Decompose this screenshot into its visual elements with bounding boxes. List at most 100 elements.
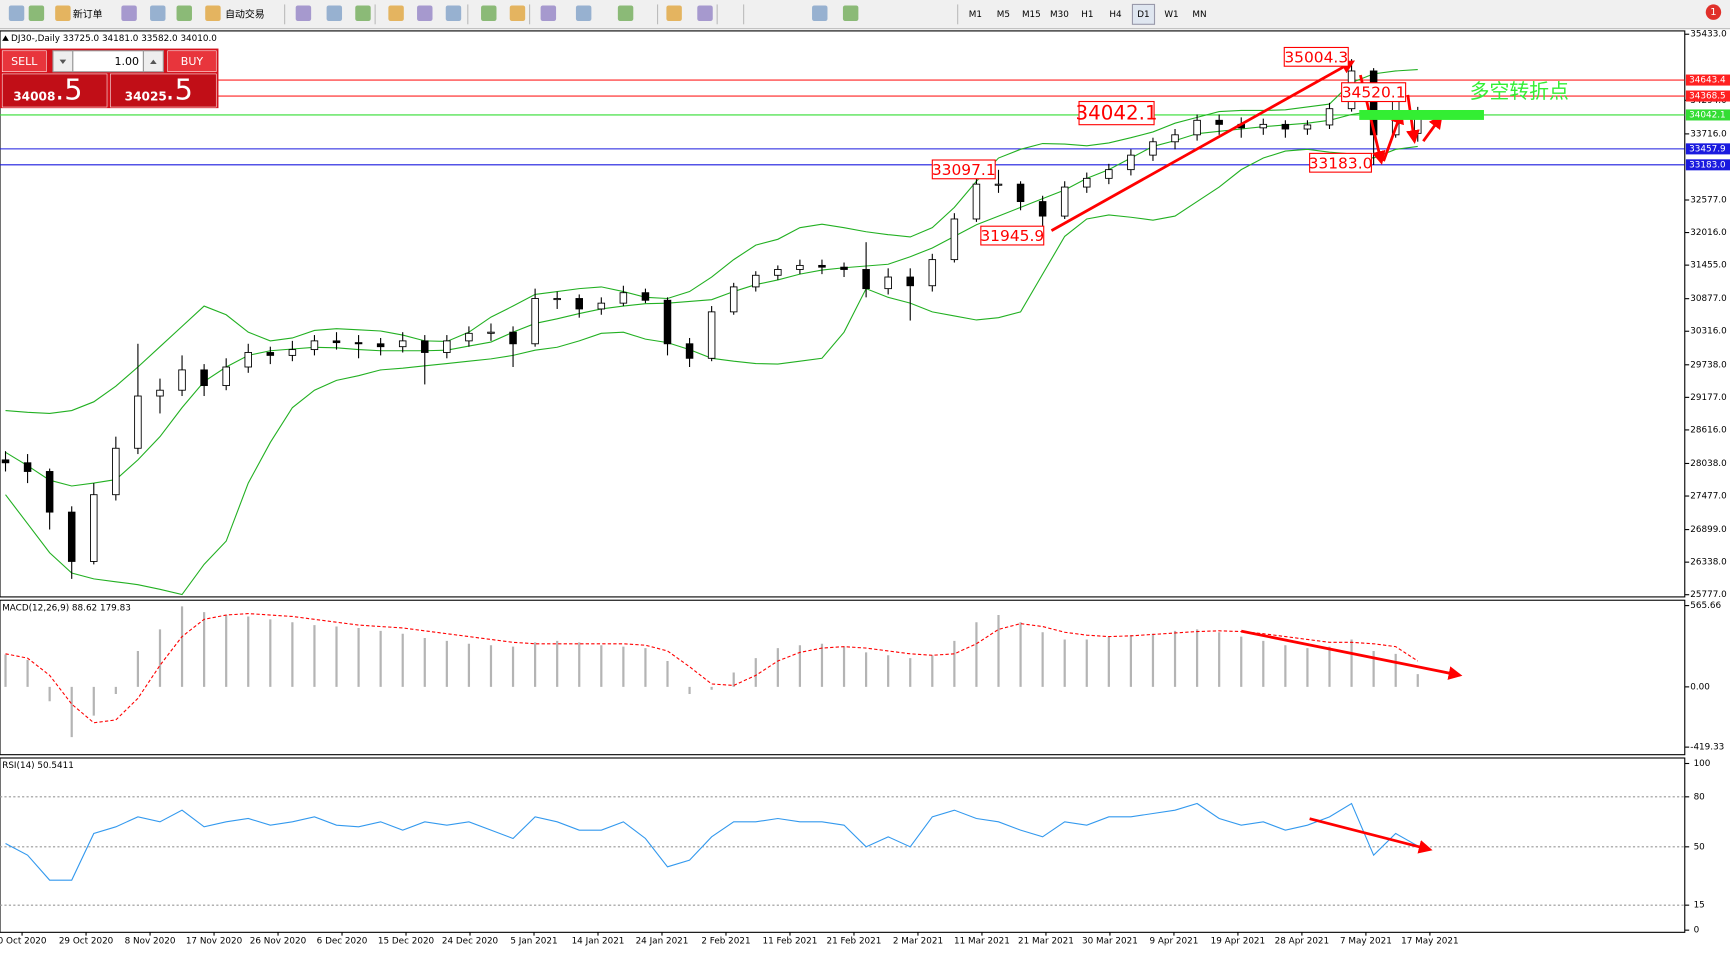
buy-label[interactable]: BUY: [181, 55, 204, 68]
toolbar-icon[interactable]: [388, 5, 404, 21]
macd-panel: [0, 599, 1686, 756]
toolbar-icon[interactable]: [417, 5, 433, 21]
candle-body: [310, 340, 319, 351]
candle-body: [597, 302, 606, 310]
turning-zone: [1359, 109, 1484, 120]
timeframe-active[interactable]: [1131, 3, 1156, 25]
toolbar-icon[interactable]: [55, 5, 71, 21]
x-tick-label: 17 May 2021: [1401, 937, 1458, 947]
rsi-panel: [0, 757, 1686, 933]
x-tick-label: 30 Mar 2021: [1082, 937, 1138, 947]
sell-button[interactable]: [1, 50, 47, 73]
timeframe-button[interactable]: D1: [1137, 10, 1149, 20]
timeframe-button[interactable]: M1: [969, 10, 982, 20]
buy-price-box[interactable]: [110, 73, 217, 108]
candle-body: [685, 343, 694, 359]
y-tick-label: 28038.0: [1690, 459, 1727, 469]
badge-count: 1: [1710, 7, 1716, 18]
timeframe-button[interactable]: M30: [1050, 10, 1069, 20]
toolbar-icon[interactable]: [697, 5, 713, 21]
toolbar-icon[interactable]: [842, 5, 859, 21]
x-tick-label: 0 Oct 2020: [0, 937, 47, 947]
annotation-box: [980, 225, 1045, 246]
x-tick-label: 7 May 2021: [1340, 937, 1392, 947]
toolbar-icon[interactable]: [326, 5, 343, 21]
toolbar-icon[interactable]: [540, 5, 557, 21]
candle-body: [443, 340, 451, 353]
candle-body: [1016, 183, 1025, 203]
rsi-tick-label: 0: [1694, 926, 1700, 936]
candle-body: [90, 494, 98, 562]
x-tick-label: 2 Feb 2021: [701, 937, 750, 947]
toolbar-icon[interactable]: [666, 5, 682, 21]
y-tick-label: 30877.0: [1690, 294, 1727, 304]
annotation-label: 33183.0: [1309, 154, 1373, 172]
buy-price: 34025: [125, 90, 167, 104]
toolbar-icon[interactable]: [812, 5, 828, 21]
candle-body: [884, 276, 892, 290]
candle-body: [67, 511, 76, 562]
candle-body: [1060, 186, 1069, 217]
y-tick-label: 26338.0: [1690, 558, 1727, 568]
notification-badge[interactable]: [1705, 4, 1722, 20]
buy-button[interactable]: [167, 50, 217, 73]
toolbar-icon[interactable]: [28, 5, 45, 21]
candle-body: [156, 389, 164, 397]
toolbar-icon[interactable]: [617, 5, 634, 21]
y-tick-label: 35433.0: [1690, 30, 1727, 40]
toolbar-button[interactable]: 自动交易: [225, 7, 265, 20]
candle-body: [928, 259, 937, 287]
candle-body: [994, 183, 1003, 186]
toolbar-icon[interactable]: [445, 5, 462, 21]
candle-body: [906, 276, 914, 287]
candle-body: [222, 366, 230, 387]
y-tick-label: 29177.0: [1690, 393, 1727, 403]
y-tick-label: 27477.0: [1690, 492, 1727, 502]
x-tick-label: 21 Feb 2021: [827, 937, 882, 947]
toolbar-icon[interactable]: [150, 5, 166, 21]
y-tick-label: 26899.0: [1690, 525, 1727, 535]
toolbar-icon[interactable]: [205, 5, 221, 21]
toolbar-button[interactable]: 新订单: [73, 7, 103, 20]
toolbar-icons: M1 M5 M15 M30 H1 H4 D1 W1 MN: [8, 3, 1207, 25]
y-tick-label: 25777.0: [1690, 590, 1727, 600]
toolbar-icon[interactable]: [509, 5, 526, 21]
toolbar-icon[interactable]: [295, 5, 312, 21]
rsi-tick-label: 100: [1694, 759, 1711, 769]
trade-panel: SELL 1.00 BUY 34008 .5 34025 .5: [0, 48, 219, 109]
toolbar-icon[interactable]: [355, 5, 371, 21]
candle-body: [23, 462, 32, 472]
timeframe-button[interactable]: W1: [1164, 10, 1178, 20]
toolbar-icon[interactable]: [176, 5, 192, 21]
x-tick-label: 14 Jan 2021: [572, 937, 625, 947]
price-label-box: [1685, 90, 1730, 102]
candle-body: [1171, 134, 1179, 143]
timeframe-button[interactable]: MN: [1192, 10, 1206, 20]
toolbar-icon[interactable]: [8, 5, 25, 21]
timeframe-button[interactable]: M15: [1022, 10, 1041, 20]
arrow: [1309, 817, 1433, 854]
macd-tick-label: 565.66: [1690, 601, 1721, 611]
timeframe-button[interactable]: M5: [997, 10, 1010, 20]
toolbar-icon[interactable]: [481, 5, 497, 21]
candle-body: [840, 266, 848, 270]
candle-body: [707, 311, 716, 359]
annotation-box: [1283, 46, 1349, 67]
sell-price-box[interactable]: [1, 73, 108, 108]
bollinger-upper: [5, 68, 1418, 414]
sell-label[interactable]: SELL: [11, 55, 38, 68]
annotation-label: 33097.1: [932, 161, 996, 179]
x-tick-label: 21 Mar 2021: [1018, 937, 1074, 947]
arrow: [1422, 114, 1443, 143]
y-tick-label: 28616.0: [1690, 425, 1727, 435]
toolbar-icon[interactable]: [121, 5, 137, 21]
sell-price: 34008: [13, 90, 55, 104]
timeframe-button[interactable]: H1: [1081, 10, 1093, 20]
toolbar-icon[interactable]: [575, 5, 592, 21]
timeframe-button[interactable]: H4: [1109, 10, 1122, 20]
candle-body: [752, 274, 760, 288]
candle-body: [1325, 108, 1334, 126]
rsi-line: [5, 802, 1419, 881]
x-tick-label: 17 Nov 2020: [186, 937, 243, 947]
candle-body: [421, 340, 429, 353]
